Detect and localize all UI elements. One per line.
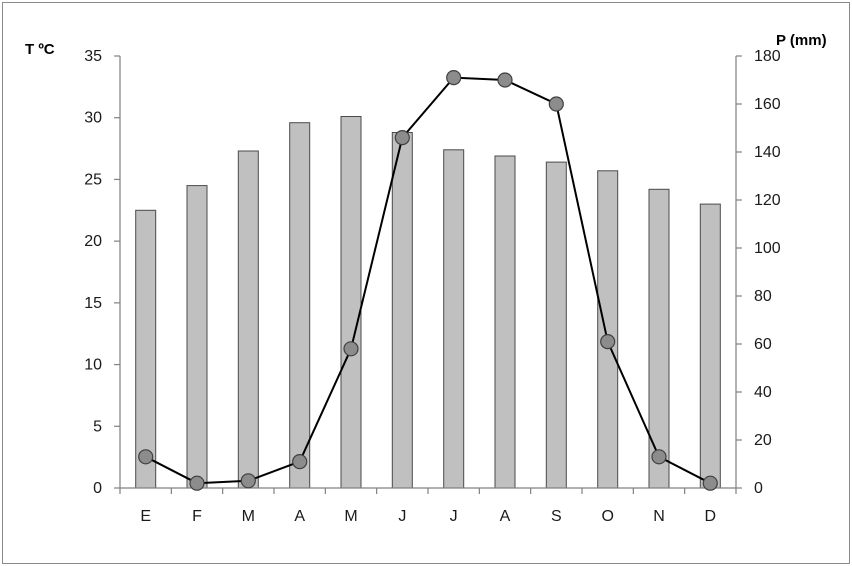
- left-tick-label: 5: [93, 418, 102, 435]
- left-tick-label: 30: [84, 110, 102, 127]
- right-tick-label: 100: [754, 240, 781, 257]
- temperature-bars: [135, 116, 721, 489]
- precipitation-point: [394, 130, 410, 146]
- x-tick-label: A: [294, 508, 305, 525]
- precipitation-point: [702, 475, 718, 491]
- right-tick-label: 140: [754, 144, 781, 161]
- left-tick-label: 10: [84, 357, 102, 374]
- temperature-bar: [443, 149, 465, 489]
- precipitation-point: [343, 341, 359, 357]
- right-tick-label: 180: [754, 48, 781, 65]
- temperature-bar: [340, 116, 362, 489]
- right-tick-label: 80: [754, 288, 772, 305]
- x-tick-label: O: [601, 508, 613, 525]
- right-tick-label: 160: [754, 96, 781, 113]
- temperature-bar: [135, 209, 157, 489]
- precipitation-point: [651, 449, 667, 465]
- temperature-bar: [289, 122, 311, 489]
- x-tick-label: J: [398, 508, 406, 525]
- temperature-bar: [391, 132, 413, 489]
- x-tick-label: E: [140, 508, 151, 525]
- axes: 0 5 10 15 20 25 30 35 0 20 40 60 80 100 120 140 160 180 E F…: [84, 48, 781, 525]
- precipitation-point: [189, 475, 205, 491]
- climate-chart: 0 5 10 15 20 25 30 35 0 20 40 60 80 100 120 140 160 180 E F…: [25, 32, 827, 525]
- x-tick-label: M: [344, 508, 357, 525]
- x-tick-label: N: [653, 508, 665, 525]
- precipitation-point: [292, 454, 308, 470]
- precipitation-line-path: [145, 76, 711, 485]
- precipitation-point: [600, 334, 616, 350]
- x-tick-label: A: [500, 508, 511, 525]
- left-axis-title: T ºC: [25, 41, 55, 58]
- temperature-bar: [597, 170, 619, 489]
- left-tick-label: 15: [84, 295, 102, 312]
- left-tick-label: 20: [84, 233, 102, 250]
- precipitation-point: [138, 449, 154, 465]
- x-tick-label: J: [450, 508, 458, 525]
- right-tick-label: 120: [754, 192, 781, 209]
- precipitation-point: [497, 72, 513, 88]
- x-tick-label: M: [242, 508, 255, 525]
- left-tick-label: 35: [84, 48, 102, 65]
- precipitation-point: [446, 69, 462, 86]
- right-axis-title: P (mm): [776, 32, 827, 49]
- x-tick-label: D: [705, 508, 717, 525]
- temperature-bar: [494, 155, 516, 489]
- precipitation-point: [240, 473, 256, 489]
- x-tick-label: S: [551, 508, 562, 525]
- right-tick-label: 0: [754, 480, 763, 497]
- precipitation-line: [138, 69, 718, 491]
- right-tick-label: 40: [754, 384, 772, 401]
- precipitation-point: [548, 96, 564, 112]
- temperature-bar: [545, 161, 567, 489]
- right-tick-label: 20: [754, 432, 772, 449]
- temperature-bar: [186, 185, 208, 489]
- right-tick-label: 60: [754, 336, 772, 353]
- temperature-bar: [699, 203, 721, 489]
- left-tick-label: 25: [84, 171, 102, 188]
- left-tick-label: 0: [93, 480, 102, 497]
- temperature-bar: [237, 150, 259, 489]
- x-tick-label: F: [192, 508, 202, 525]
